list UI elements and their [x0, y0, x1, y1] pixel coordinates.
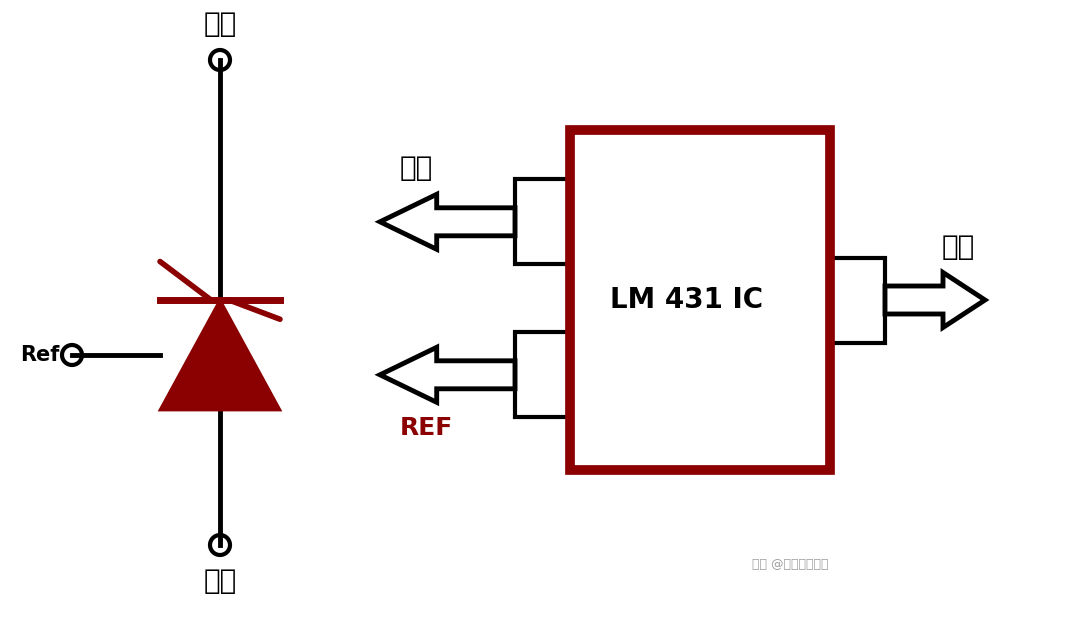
- Text: 阴极: 阴极: [400, 154, 433, 182]
- Bar: [831, 258, 885, 342]
- Bar: [515, 332, 570, 417]
- Bar: [515, 179, 570, 265]
- Text: REF: REF: [400, 417, 454, 440]
- Polygon shape: [380, 347, 515, 402]
- Text: 阳极: 阳极: [203, 567, 237, 595]
- Text: 阴极: 阴极: [203, 10, 237, 38]
- Text: LM 431 IC: LM 431 IC: [610, 286, 764, 314]
- Text: 阳极: 阳极: [942, 232, 975, 261]
- Polygon shape: [885, 273, 985, 328]
- Polygon shape: [380, 194, 515, 249]
- Bar: [570, 130, 831, 470]
- Text: Ref: Ref: [21, 345, 60, 365]
- Text: 头条 @李工谈元器件: 头条 @李工谈元器件: [752, 559, 828, 572]
- Polygon shape: [160, 300, 280, 410]
